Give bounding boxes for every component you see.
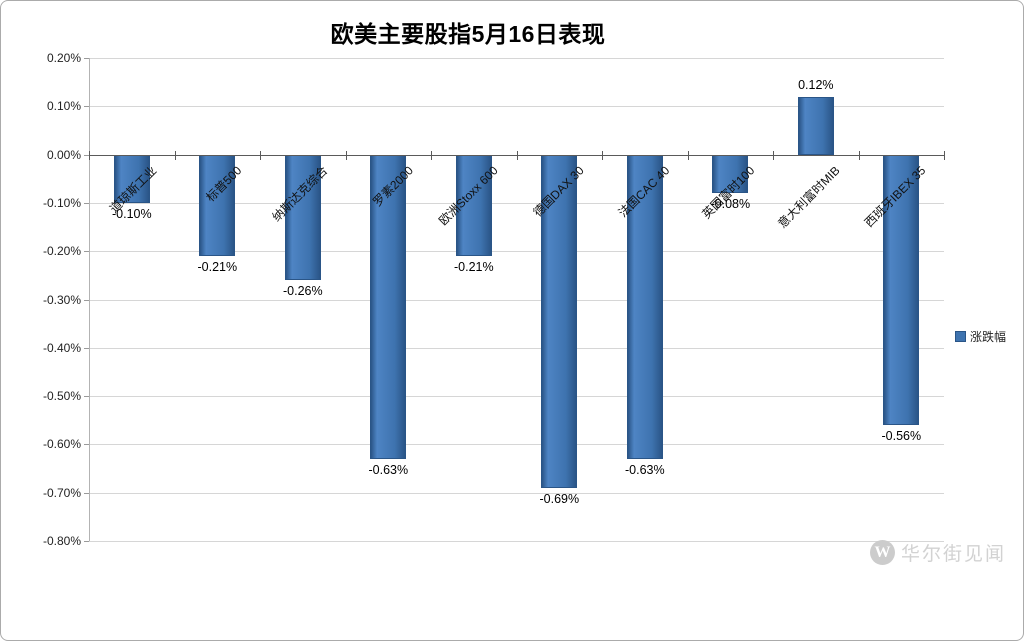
bar <box>455 154 492 256</box>
y-axis-tick <box>84 299 89 301</box>
y-axis-tick <box>84 202 89 204</box>
chart-title: 欧美主要股指5月16日表现 <box>330 21 606 47</box>
wallstreetcn-logo-icon: W <box>870 540 895 565</box>
legend-label: 涨跌幅 <box>970 330 1007 344</box>
y-axis-tick <box>84 58 89 59</box>
y-axis-tick-label: -0.10% <box>42 195 81 210</box>
x-axis-tick <box>858 150 860 160</box>
x-axis-tick <box>260 150 261 160</box>
x-axis-tick <box>687 150 689 160</box>
bar <box>370 154 407 459</box>
bar <box>797 96 834 155</box>
x-axis-tick <box>89 150 90 160</box>
legend-swatch-icon <box>955 331 966 342</box>
x-axis-tick <box>431 150 432 160</box>
watermark-text: 华尔街见闻 <box>901 544 1007 565</box>
gridline <box>89 444 944 446</box>
bar-value-label: -0.56% <box>881 429 922 444</box>
y-axis-tick <box>84 347 89 349</box>
x-axis-tick <box>602 150 603 160</box>
gridline <box>89 541 944 542</box>
y-axis-tick-label: -0.20% <box>42 244 81 259</box>
y-axis-tick <box>84 106 89 108</box>
bar <box>199 154 236 256</box>
bar-value-label: -0.10% <box>111 206 152 221</box>
gridline <box>89 299 944 301</box>
y-axis-tick <box>84 154 89 156</box>
bar-value-label: -0.21% <box>453 260 494 274</box>
y-axis-tick <box>84 492 89 494</box>
y-axis-tick <box>84 251 89 253</box>
y-axis-tick-label: -0.60% <box>42 437 81 452</box>
bar <box>284 154 321 281</box>
watermark: W 华尔街见闻 <box>870 539 1006 566</box>
bar-value-label: -0.26% <box>282 284 323 299</box>
x-axis-tick <box>944 150 945 160</box>
gridline <box>89 251 944 253</box>
gridline <box>89 202 944 204</box>
x-axis-tick <box>773 150 774 160</box>
gridline <box>89 58 944 59</box>
gridline <box>89 106 944 108</box>
bar <box>541 154 578 488</box>
y-axis-tick-label: -0.70% <box>42 485 81 500</box>
bar-value-label: -0.63% <box>624 462 665 477</box>
bar <box>883 154 920 426</box>
y-axis-tick-label: -0.80% <box>42 534 81 548</box>
y-axis-tick-label: -0.30% <box>42 292 81 307</box>
bar <box>626 154 663 459</box>
bar <box>113 154 150 203</box>
category-label: 意大利富时MIB <box>775 163 844 231</box>
gridline <box>89 492 944 494</box>
y-axis-tick <box>84 541 89 542</box>
bar-value-label: -0.63% <box>368 462 409 477</box>
gridline <box>89 347 944 349</box>
y-axis-tick <box>84 444 89 446</box>
y-axis-tick-label: 0.00% <box>46 147 81 162</box>
y-axis-tick-label: -0.50% <box>42 389 81 404</box>
bar-value-label: -0.69% <box>539 491 580 506</box>
bar-value-label: -0.21% <box>197 260 238 274</box>
bar-value-label: 0.12% <box>798 77 834 92</box>
bar-value-label: -0.08% <box>710 197 751 212</box>
gridline <box>89 396 944 398</box>
legend: 涨跌幅 <box>955 328 1006 345</box>
y-axis-tick-label: 0.10% <box>46 99 81 114</box>
x-axis-tick <box>345 150 347 160</box>
y-axis-tick-label: 0.20% <box>46 51 81 65</box>
y-axis-tick-label: -0.40% <box>42 340 81 355</box>
x-axis-tick <box>174 150 176 160</box>
y-axis-line <box>89 58 90 541</box>
y-axis-tick <box>84 396 89 398</box>
x-axis-tick <box>516 150 518 160</box>
